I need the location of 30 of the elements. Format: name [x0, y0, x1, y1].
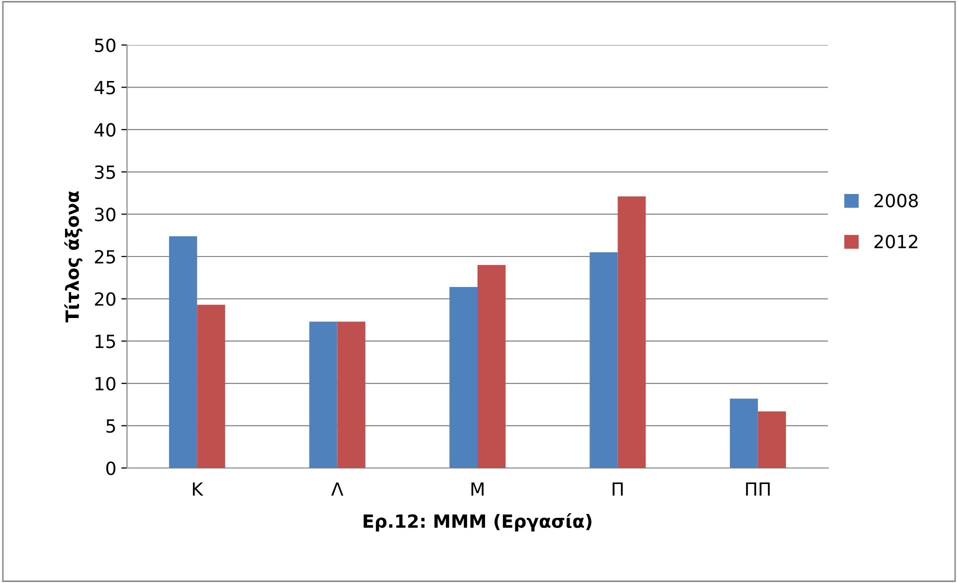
y-tick-label: 35 [94, 165, 116, 180]
y-tick-label: 0 [106, 461, 116, 476]
bar [309, 322, 338, 468]
x-axis-title: Ερ.12: ΜΜΜ (Εργασία) [364, 513, 592, 532]
y-axis-title: Τίτλος άξονα [64, 191, 82, 322]
y-tick-label: 50 [95, 38, 116, 52]
x-tick-label: Λ [331, 482, 344, 496]
bar [758, 411, 786, 468]
legend-label: 2008 [874, 194, 918, 208]
y-tick-label: 20 [94, 292, 116, 306]
y-tick-label: 45 [94, 80, 116, 94]
y-tick-label: 10 [96, 376, 116, 391]
y-tick-label: 15 [96, 334, 116, 348]
bar [618, 196, 646, 468]
bar [478, 264, 506, 468]
y-tick-label: 30 [94, 208, 116, 222]
bar [197, 304, 226, 468]
x-tick-label: Μ [471, 482, 484, 496]
y-tick-label: 40 [94, 123, 116, 137]
y-tick-label: 25 [94, 250, 116, 264]
bar [449, 286, 478, 468]
x-tick-label: ΠΠ [746, 482, 770, 496]
legend-label: 2012 [874, 234, 918, 248]
x-tick-label: Κ [192, 482, 204, 496]
x-tick-label: Π [612, 482, 623, 496]
bar [590, 252, 618, 468]
bar [169, 236, 198, 468]
bar [337, 322, 366, 468]
bar [730, 398, 758, 468]
y-tick-label: 5 [106, 419, 116, 433]
